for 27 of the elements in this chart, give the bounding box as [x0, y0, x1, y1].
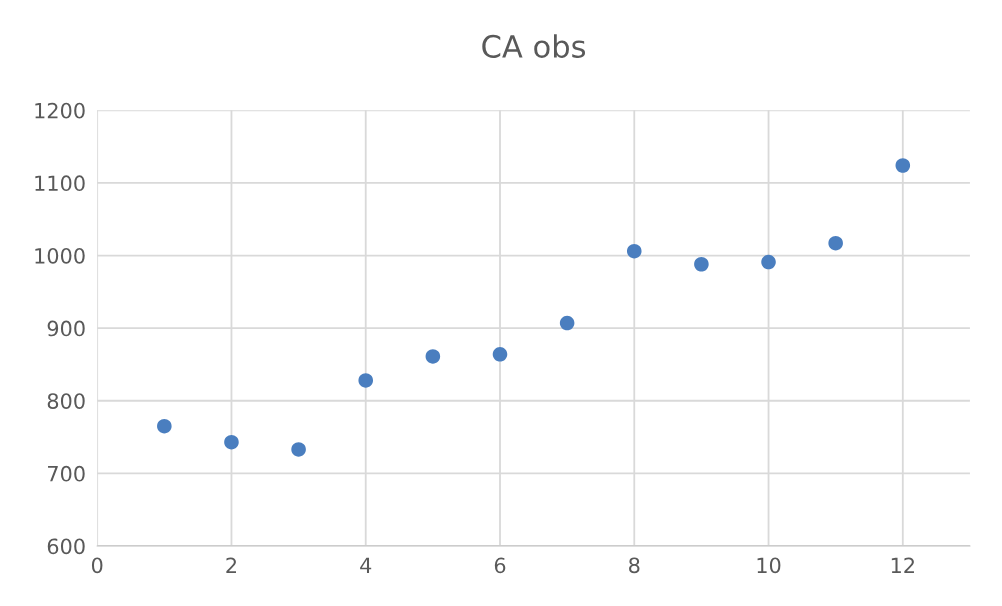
x-tick-label: 4 [360, 557, 372, 573]
y-tick-label: 800 [47, 393, 85, 409]
x-tick-label: 6 [494, 557, 506, 574]
y-tick-label: 600 [47, 538, 85, 555]
x-tick-label: 2 [226, 557, 236, 573]
y-tick-label: 1000 [35, 247, 85, 264]
point [224, 434, 239, 450]
point [626, 243, 642, 259]
point [895, 158, 911, 173]
point [358, 373, 374, 388]
chart-title: CA obs [482, 34, 586, 58]
y-tick-label: 1100 [35, 175, 85, 192]
point [694, 256, 709, 272]
point [559, 315, 575, 331]
y-tick-label: 700 [48, 465, 85, 482]
y-tick-label: 1200 [35, 102, 85, 119]
y-tick-label: 900 [47, 320, 85, 337]
x-tick-label: 12 [891, 557, 914, 573]
point [157, 418, 172, 434]
x-tick-label: 10 [757, 557, 781, 574]
point [828, 235, 843, 251]
point [761, 254, 776, 270]
point [425, 349, 441, 364]
x-tick-label: 0 [91, 557, 103, 574]
point [492, 347, 508, 362]
point [291, 442, 306, 457]
x-tick-label: 8 [629, 557, 640, 574]
